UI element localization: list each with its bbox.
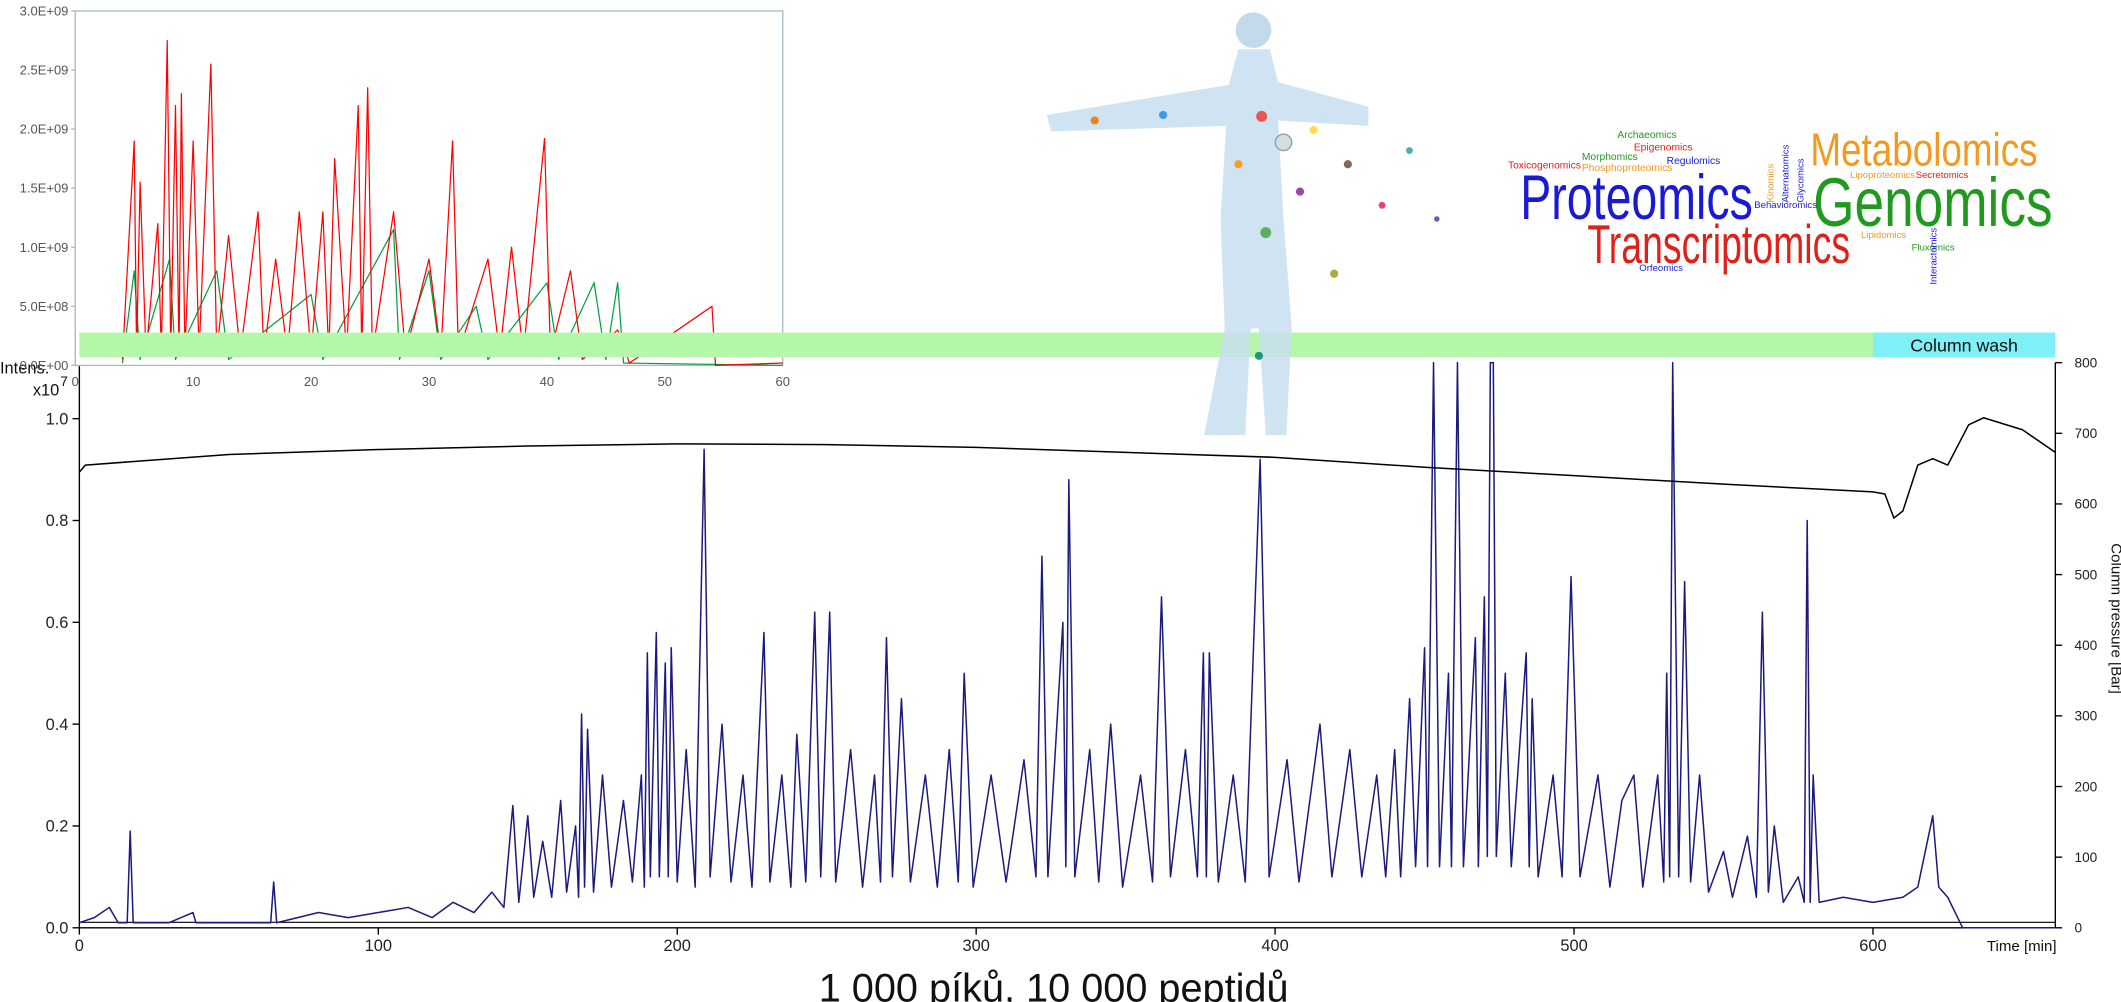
word: Archaeomics [1617, 130, 1676, 141]
x-tick-label: 30 [422, 374, 436, 389]
word: Glycomics [1796, 158, 1807, 202]
y-axis-unit: x10 [33, 381, 59, 399]
x-tick-label: 300 [962, 937, 989, 955]
figure-dot [1256, 110, 1268, 122]
figure-dot [1254, 351, 1264, 360]
x-tick-label: 600 [1859, 937, 1886, 955]
y2-tick-label: 400 [2074, 638, 2097, 653]
y2-tick-label: 800 [2074, 355, 2097, 370]
y-tick-label: 0.6 [46, 614, 69, 632]
word: Regulomics [1667, 156, 1721, 167]
figure-dot [1274, 133, 1293, 152]
region [1872, 332, 2056, 358]
x-tick-label: 60 [775, 374, 789, 389]
word: Kinomics [1765, 164, 1776, 203]
y-axis-label: Intens. [0, 360, 49, 378]
figure-dot [1295, 187, 1305, 196]
x-tick-label: 40 [540, 374, 554, 389]
word: Orfeomics [1639, 263, 1683, 274]
word: Interactomics [1928, 228, 1939, 285]
figure-body [1046, 49, 1369, 436]
word: Lipoproteomics [1850, 170, 1915, 181]
y-tick-label: 2.5E+09 [20, 63, 69, 78]
x-tick-label: 50 [658, 374, 672, 389]
y-tick-label: 1.0 [46, 410, 69, 428]
series-line [121, 228, 783, 367]
x-tick-label: 400 [1261, 937, 1288, 955]
word: Transcriptomics [1587, 213, 1850, 275]
figure-dot [1234, 160, 1243, 169]
x-tick-label: 200 [664, 937, 691, 955]
figure-dot [1260, 227, 1272, 239]
y2-tick-label: 700 [2074, 426, 2097, 441]
y-tick-label: 1.0E+09 [20, 240, 69, 255]
figure-dot [1406, 147, 1413, 154]
series-line [79, 361, 2056, 929]
series-line [78, 417, 2056, 519]
y-tick-label: 3.0E+09 [20, 4, 69, 19]
y2-axis-label: Column pressure [Bar] [2107, 543, 2121, 694]
x-tick-label: 10 [186, 374, 200, 389]
y-tick-label: 5.0E+08 [20, 299, 69, 314]
region-label: Column wash [1910, 336, 2018, 356]
main-chart: 0 100 200 300 400 500 6000.00.20.40.60.81.0010… [0, 355, 2121, 1002]
y-tick-label: 0.0 [46, 920, 69, 938]
series-line [121, 39, 783, 367]
x-tick-label: 0 [75, 937, 84, 955]
word: Toxicogenomics [1508, 160, 1581, 171]
y2-tick-label: 0 [2074, 921, 2082, 936]
x-tick-label: 500 [1560, 937, 1587, 955]
figure-dot [1378, 201, 1386, 209]
x-tick-label: 100 [365, 937, 392, 955]
word-cloud: Archaeomics Epigenomics Morphomics Regul… [1508, 124, 2053, 285]
human-figure [1046, 12, 1440, 436]
word: Epigenomics [1634, 143, 1693, 154]
y-tick-label: 0.8 [46, 512, 69, 530]
figure-head [1235, 12, 1272, 48]
y2-tick-label: 200 [2074, 779, 2097, 794]
figure-dot [1090, 116, 1099, 125]
y-tick-label: 0.4 [46, 716, 69, 734]
figure-dot [1330, 269, 1339, 278]
word: Behavioromics [1754, 200, 1817, 211]
y2-tick-label: 100 [2074, 850, 2097, 865]
region [79, 332, 1873, 358]
word: Fluxomics [1912, 242, 1955, 253]
inset-chart: 0 10 20 30 40 50 60 0.0E+00 5.0E+08 1.0E+09 1.5E+0… [20, 4, 790, 389]
word: Lipidomics [1861, 230, 1906, 241]
inset-frame [74, 10, 784, 367]
figure-dot [1434, 216, 1440, 222]
y-tick-label: 2.0E+09 [20, 122, 69, 137]
word: Secretomics [1916, 170, 1969, 181]
x-tick-label: 0 [72, 374, 79, 389]
y-tick-label: 0.2 [46, 818, 69, 836]
y-tick-label: 0.0E+00 [20, 358, 69, 373]
figure-dot [1159, 110, 1168, 120]
chart-title: 1 000 píků, 10 000 peptidů [819, 967, 1289, 1002]
word: Phosphoproteomics [1582, 163, 1673, 174]
word: Genomics [1813, 165, 2052, 241]
x-tick-label: 20 [304, 374, 318, 389]
word: Alternatomics [1780, 144, 1791, 202]
gradient-bar: Column wash [79, 332, 2056, 358]
x-axis-label: Time [min] [1987, 938, 2057, 955]
figure-dot [1309, 125, 1318, 135]
figure-dot [1343, 160, 1352, 169]
y-tick-label: 1.5E+09 [20, 181, 69, 196]
word: Metabolomics [1810, 124, 2037, 176]
y2-tick-label: 600 [2074, 497, 2097, 512]
y-axis-unit-exponent: 7 [60, 374, 68, 389]
y2-tick-label: 300 [2074, 709, 2097, 724]
word: Proteomics [1520, 163, 1753, 233]
y2-tick-label: 500 [2074, 567, 2097, 582]
word: Morphomics [1582, 152, 1638, 163]
